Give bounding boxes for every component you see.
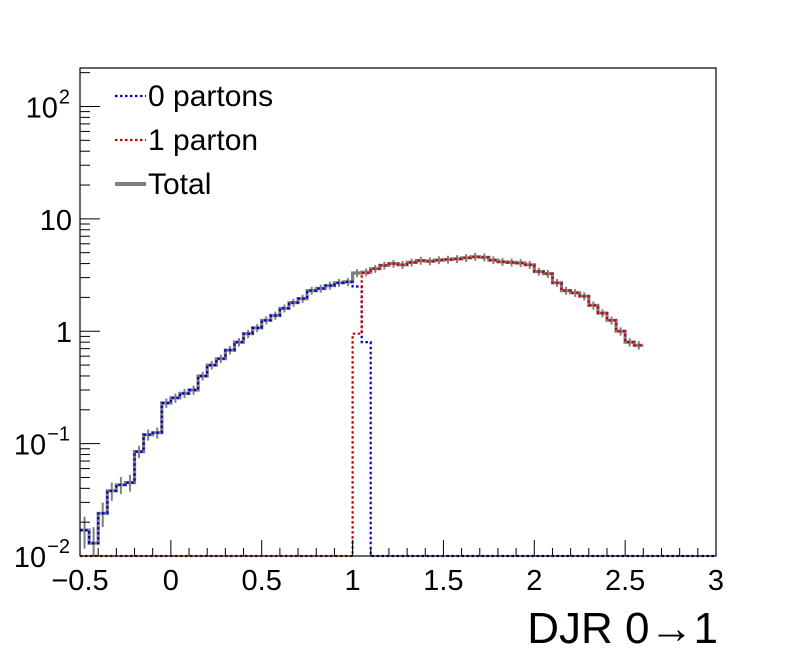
legend-entry-label: 0 partons [148, 80, 273, 113]
legend-entry-label: 1 parton [148, 124, 258, 157]
y-tick-label: 1 [56, 317, 72, 349]
axes-layer [79, 67, 717, 557]
x-tick-label: 0.5 [242, 565, 282, 597]
x-axis-title: DJR 0→1 [527, 604, 718, 653]
x-tick-label: 2.5 [605, 565, 645, 597]
x-tick-label: 1 [345, 565, 361, 597]
x-tick-label: 3 [708, 565, 724, 597]
y-tick-label: −110 [14, 424, 70, 462]
x-tick-label: −0.5 [51, 565, 108, 597]
y-tick-base: 1 [56, 317, 72, 349]
y-tick-label: 10 [40, 205, 72, 237]
y-tick-base: 10 [40, 205, 72, 237]
y-tick-base: 10 [14, 542, 46, 574]
plot-frame [79, 67, 717, 557]
y-tick-exponent: −1 [47, 424, 70, 446]
y-tick-base: 10 [14, 430, 46, 462]
y-tick-label: −210 [14, 536, 70, 574]
y-tick-exponent: −2 [47, 536, 70, 558]
legend-entry-label: Total [148, 168, 211, 201]
x-tick-label: 2 [526, 565, 542, 597]
y-tick-exponent: 2 [59, 86, 70, 108]
x-tick-label: 0 [163, 565, 179, 597]
y-tick-label: 210 [26, 86, 70, 124]
x-tick-label: 1.5 [423, 565, 463, 597]
y-tick-base: 10 [26, 92, 58, 124]
legend: 0 partons 1 parton Total [115, 80, 273, 201]
series-0-partons-line [80, 280, 716, 558]
